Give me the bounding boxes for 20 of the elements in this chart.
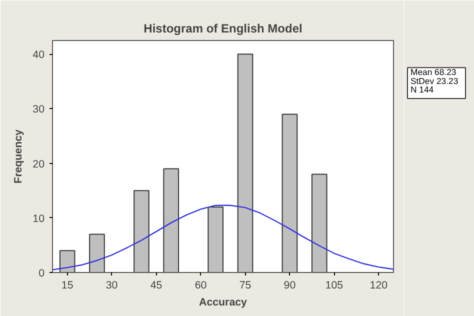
chart-title: Histogram of English Model — [144, 22, 302, 36]
y-tick-label: 40 — [32, 49, 45, 62]
y-axis-title: Frequency — [12, 129, 25, 184]
x-axis-title: Accuracy — [199, 296, 248, 308]
y-tick-label: 10 — [32, 212, 45, 225]
y-tick-label: 0 — [38, 268, 45, 280]
x-tick-label: 75 — [239, 280, 252, 292]
text: Mean 68.23 — [410, 67, 456, 78]
x-tick-label: 60 — [194, 280, 207, 292]
text: N 144 — [410, 84, 434, 95]
x-tick-label: 120 — [370, 280, 388, 292]
x-tick-label: 30 — [106, 280, 118, 292]
line-series — [52, 204, 394, 270]
x-tick-label: 105 — [325, 280, 344, 292]
y-tick-label: 20 — [32, 158, 45, 170]
x-tick-label: 45 — [150, 280, 162, 292]
x-tick-label: 90 — [284, 280, 296, 292]
y-tick-label: 30 — [32, 104, 45, 116]
text: StDev 23.23 — [410, 76, 458, 86]
x-tick-label: 15 — [61, 280, 74, 292]
